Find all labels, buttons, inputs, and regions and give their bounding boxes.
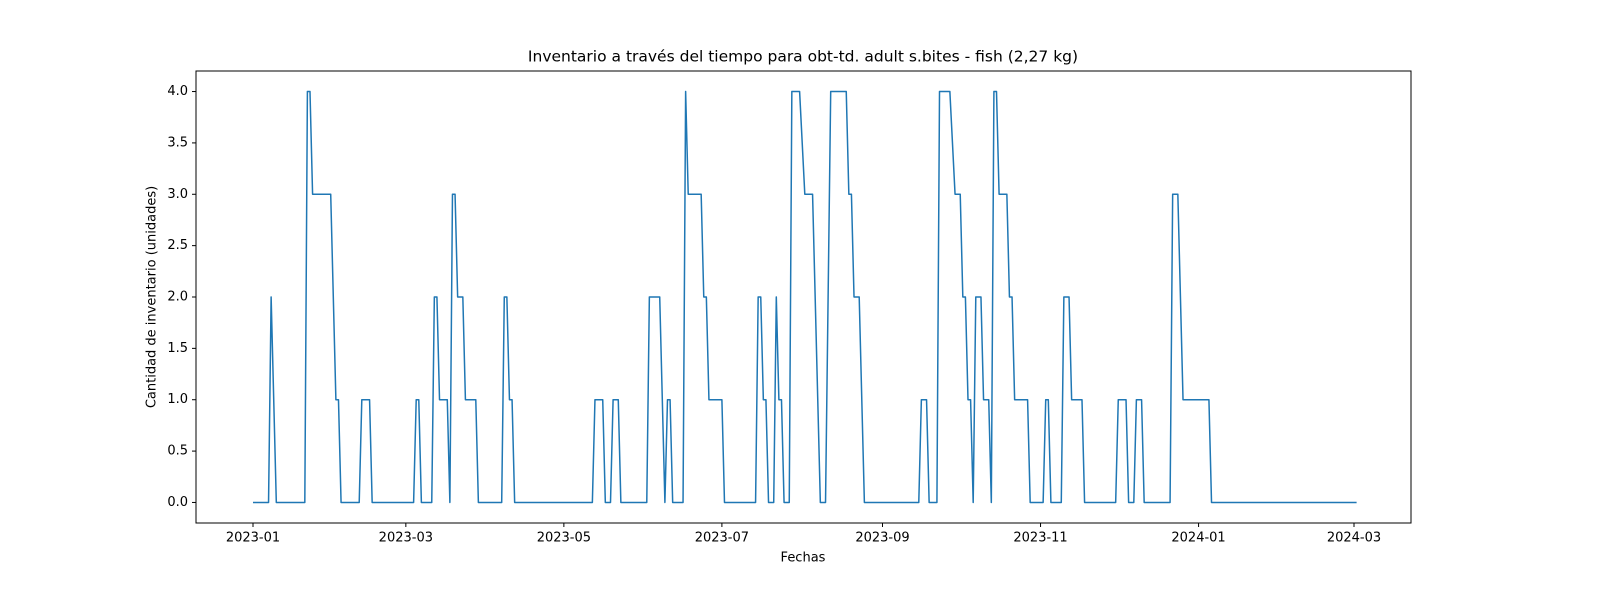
y-tick-label: 3.0 (167, 187, 188, 202)
y-tick-label: 2.0 (167, 290, 188, 305)
y-tick-label: 1.0 (167, 392, 188, 407)
x-tick-label: 2023-07 (695, 531, 749, 546)
plot-frame (195, 70, 1412, 524)
data-line (252, 90, 1357, 504)
x-axis-label: Fechas (781, 551, 826, 566)
y-tick-label: 2.5 (167, 238, 188, 253)
x-tick-label: 2023-03 (379, 531, 433, 546)
y-tick-label: 1.5 (167, 341, 188, 356)
y-tick-label: 3.5 (167, 135, 188, 150)
x-tick-label: 2023-11 (1013, 531, 1067, 546)
y-tick-label: 0.5 (167, 444, 188, 459)
x-tick-label: 2024-01 (1171, 531, 1225, 546)
chart-title: Inventario a través del tiempo para obt-… (528, 48, 1078, 66)
x-tick-label: 2024-03 (1327, 531, 1381, 546)
x-tick-label: 2023-01 (226, 531, 280, 546)
y-tick-label: 4.0 (167, 84, 188, 99)
y-axis-label: Cantidad de inventario (unidades) (145, 186, 160, 408)
x-tick-label: 2023-05 (537, 531, 591, 546)
x-tick-label: 2023-09 (855, 531, 909, 546)
y-tick-label: 0.0 (167, 495, 188, 510)
